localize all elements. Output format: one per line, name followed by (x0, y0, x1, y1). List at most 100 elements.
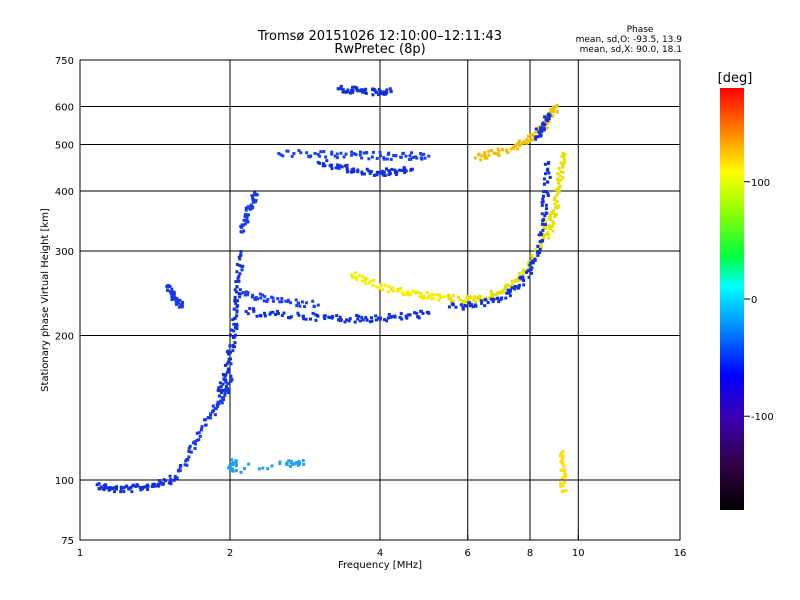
data-point (270, 464, 274, 468)
data-point (350, 90, 354, 94)
data-point (226, 369, 230, 373)
data-point (232, 335, 236, 339)
data-point (203, 418, 207, 422)
data-point (387, 285, 391, 289)
x-tick-label: 4 (377, 548, 383, 559)
data-point (517, 271, 521, 275)
data-point (231, 463, 235, 467)
data-point (508, 284, 512, 288)
data-point (551, 105, 555, 109)
data-point (261, 293, 265, 297)
data-point (215, 403, 219, 407)
data-point (346, 88, 350, 92)
data-point (244, 309, 248, 313)
data-point (560, 476, 564, 480)
data-point (447, 293, 451, 297)
data-point (235, 285, 239, 289)
data-point (389, 90, 393, 94)
data-point (151, 484, 155, 488)
data-point (382, 157, 386, 161)
data-point (504, 286, 508, 290)
data-point (527, 275, 531, 279)
data-point (219, 399, 223, 403)
data-point (561, 152, 565, 156)
data-point (99, 485, 103, 489)
data-point (350, 150, 354, 154)
data-point (234, 459, 238, 463)
data-point (513, 284, 517, 288)
data-point (325, 159, 329, 163)
data-point (287, 459, 291, 463)
data-point (381, 288, 385, 292)
data-point (410, 167, 414, 171)
data-point (316, 303, 320, 307)
data-point (336, 87, 340, 91)
data-point (358, 319, 362, 323)
data-point (244, 290, 248, 294)
data-point (556, 204, 560, 208)
data-point (543, 214, 547, 218)
data-point (261, 466, 265, 470)
data-point (413, 311, 417, 315)
data-point (546, 117, 550, 121)
data-point (386, 316, 390, 320)
data-point (339, 84, 343, 88)
data-point (538, 131, 542, 135)
data-point (505, 291, 509, 295)
data-point (355, 313, 359, 317)
data-point (233, 295, 237, 299)
data-point (509, 288, 513, 292)
data-point (377, 286, 381, 290)
data-point (557, 181, 561, 185)
data-point (392, 153, 396, 157)
data-point (204, 423, 208, 427)
data-point (127, 487, 131, 491)
data-point (477, 297, 481, 301)
data-point (240, 268, 244, 272)
data-point (319, 150, 323, 154)
data-point (324, 155, 328, 159)
data-point (240, 230, 244, 234)
data-point (519, 275, 523, 279)
data-point (237, 263, 241, 267)
data-point (539, 243, 543, 247)
data-point (473, 156, 477, 160)
data-point (252, 198, 256, 202)
data-point (108, 485, 112, 489)
data-point (537, 233, 541, 237)
data-point (527, 260, 531, 264)
data-point (235, 322, 239, 326)
data-point (486, 301, 490, 305)
data-point (347, 319, 351, 323)
data-point (525, 270, 529, 274)
data-point (383, 173, 387, 177)
data-point (276, 312, 280, 316)
data-point (539, 124, 543, 128)
data-point (552, 222, 556, 226)
data-point (170, 295, 174, 299)
data-point (364, 151, 368, 155)
data-point (544, 203, 548, 207)
data-point (539, 231, 543, 235)
data-point (423, 295, 427, 299)
data-point (531, 261, 535, 265)
data-point (379, 284, 383, 288)
data-point (172, 293, 176, 297)
data-point (367, 169, 371, 173)
data-point (180, 305, 184, 309)
data-point (251, 205, 255, 209)
data-point (348, 317, 352, 321)
data-point (345, 318, 349, 322)
data-point (165, 288, 169, 292)
data-point (542, 217, 546, 221)
data-point (107, 488, 111, 492)
data-point (552, 209, 556, 213)
data-point (543, 115, 547, 119)
data-point (541, 194, 545, 198)
data-point (562, 162, 566, 166)
data-point (251, 293, 255, 297)
data-point (562, 158, 566, 162)
data-point (323, 314, 327, 318)
data-point (233, 298, 237, 302)
data-point (226, 391, 230, 395)
